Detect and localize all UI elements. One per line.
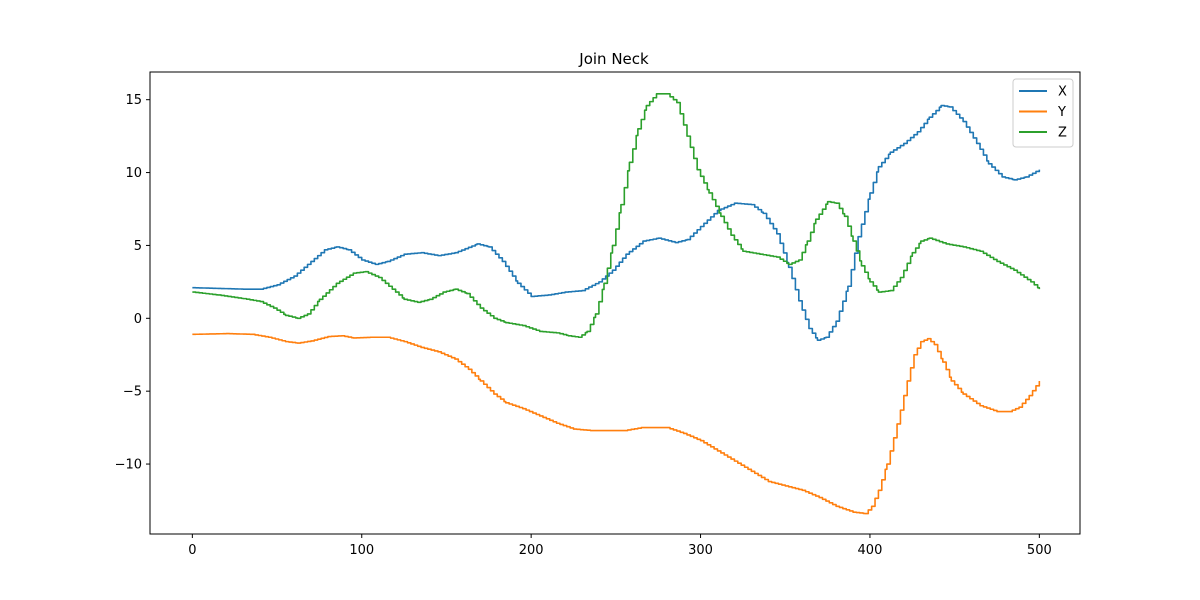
y-tick-label: 5 [134, 239, 142, 254]
y-tick-label: 15 [125, 93, 142, 108]
legend-label: Y [1057, 105, 1066, 120]
series-line-x [192, 104, 1041, 341]
plot-frame [149, 71, 1081, 535]
x-tick-label: 400 [858, 543, 883, 558]
legend-box [1012, 78, 1074, 148]
y-tick-label: −5 [123, 385, 142, 400]
y-tick-label: 10 [125, 166, 142, 181]
chart-title: Join Neck [578, 50, 649, 68]
x-tick-label: 0 [188, 543, 196, 558]
x-tick-label: 300 [688, 543, 713, 558]
x-tick-label: 500 [1027, 543, 1052, 558]
x-tick-label: 100 [349, 543, 374, 558]
legend-label: Z [1058, 126, 1067, 141]
series-lines [192, 93, 1041, 515]
legend-label: X [1058, 85, 1067, 100]
series-line-z [192, 93, 1041, 339]
y-tick-label: 0 [134, 312, 142, 327]
series-line-y [192, 332, 1041, 515]
y-tick-label: −10 [115, 458, 142, 473]
x-axis: 0 100 200 300 400 500 [188, 534, 1052, 558]
y-axis: −10 −5 0 5 10 15 [115, 93, 150, 473]
legend: XYZ [1012, 78, 1074, 148]
x-tick-label: 200 [519, 543, 544, 558]
